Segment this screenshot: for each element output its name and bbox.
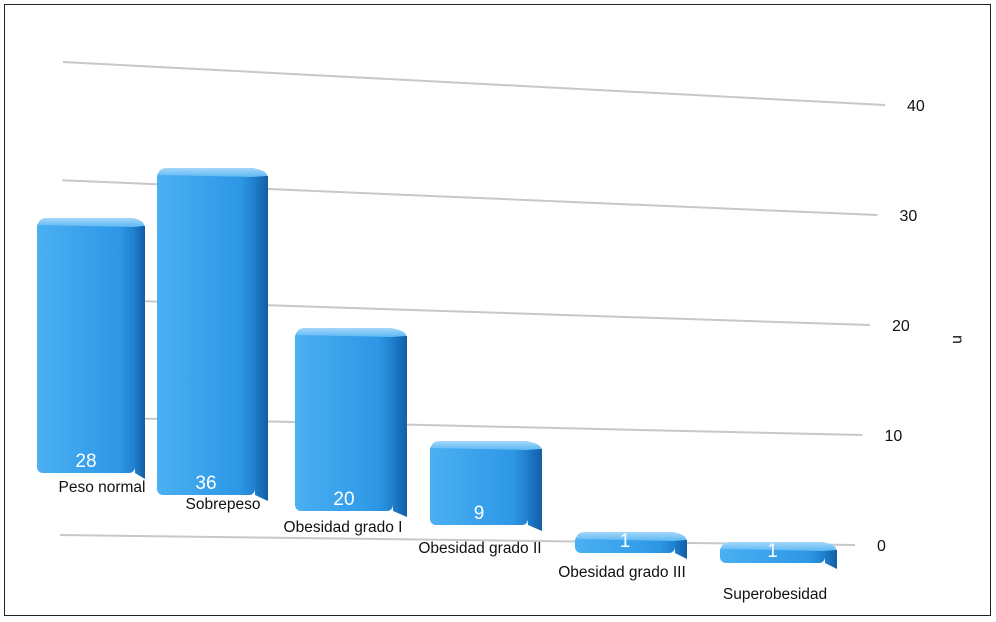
bar: 1 bbox=[720, 541, 837, 569]
gridline bbox=[59, 534, 856, 546]
bar: 36 bbox=[157, 168, 268, 501]
bar-value-label: 9 bbox=[474, 503, 485, 524]
bar-top bbox=[158, 168, 268, 177]
y-tick-label: 0 bbox=[877, 538, 886, 555]
bar-side bbox=[528, 444, 542, 531]
bar: 20 bbox=[295, 328, 407, 517]
bars: 28 36 20 9 1 1 bbox=[37, 168, 837, 569]
bar-value-label: 1 bbox=[620, 531, 631, 552]
bar-top bbox=[38, 218, 145, 227]
bar-value-label: 1 bbox=[767, 541, 778, 562]
category-label: Superobesidad bbox=[723, 586, 827, 603]
category-label: Obesidad grado III bbox=[558, 564, 686, 581]
category-label: Obesidad grado I bbox=[284, 519, 403, 536]
gridline bbox=[62, 61, 886, 106]
y-tick-label: 30 bbox=[900, 208, 918, 225]
bar-value-label: 20 bbox=[333, 489, 354, 510]
bar: 28 bbox=[37, 218, 145, 479]
bar: 9 bbox=[430, 441, 542, 531]
bar-top bbox=[576, 532, 687, 541]
y-tick-label: 40 bbox=[907, 98, 925, 115]
y-tick-label: 10 bbox=[885, 428, 903, 445]
bar-side bbox=[675, 535, 687, 559]
bar-top bbox=[431, 441, 542, 450]
category-label: Obesidad grado II bbox=[418, 540, 541, 557]
bar-front bbox=[295, 331, 393, 511]
bar: 1 bbox=[575, 531, 687, 559]
bar-top bbox=[721, 542, 837, 551]
bar-front bbox=[37, 221, 135, 473]
bar-front bbox=[430, 444, 528, 525]
y-axis-title: n bbox=[949, 335, 966, 344]
bar-chart: 0 10 20 30 40 28 36 20 9 1 1 Peso normal Sobrepeso… bbox=[37, 61, 966, 603]
category-label: Sobrepeso bbox=[186, 496, 261, 513]
bar-side bbox=[393, 331, 407, 517]
bar-front bbox=[157, 171, 255, 495]
y-axis: 0 10 20 30 40 bbox=[877, 98, 925, 555]
bar-side bbox=[135, 221, 145, 479]
chart-frame: 0 10 20 30 40 28 36 20 9 1 1 Peso normal Sobrepeso… bbox=[4, 4, 991, 616]
bar-value-label: 28 bbox=[75, 451, 96, 472]
bar-top bbox=[296, 328, 407, 337]
bar-side bbox=[825, 545, 837, 569]
y-tick-label: 20 bbox=[892, 318, 910, 335]
category-labels: Peso normal Sobrepeso Obesidad grado I Obes… bbox=[58, 479, 827, 603]
category-label: Peso normal bbox=[58, 479, 145, 496]
bar-side bbox=[255, 171, 268, 501]
bar-value-label: 36 bbox=[195, 473, 216, 494]
